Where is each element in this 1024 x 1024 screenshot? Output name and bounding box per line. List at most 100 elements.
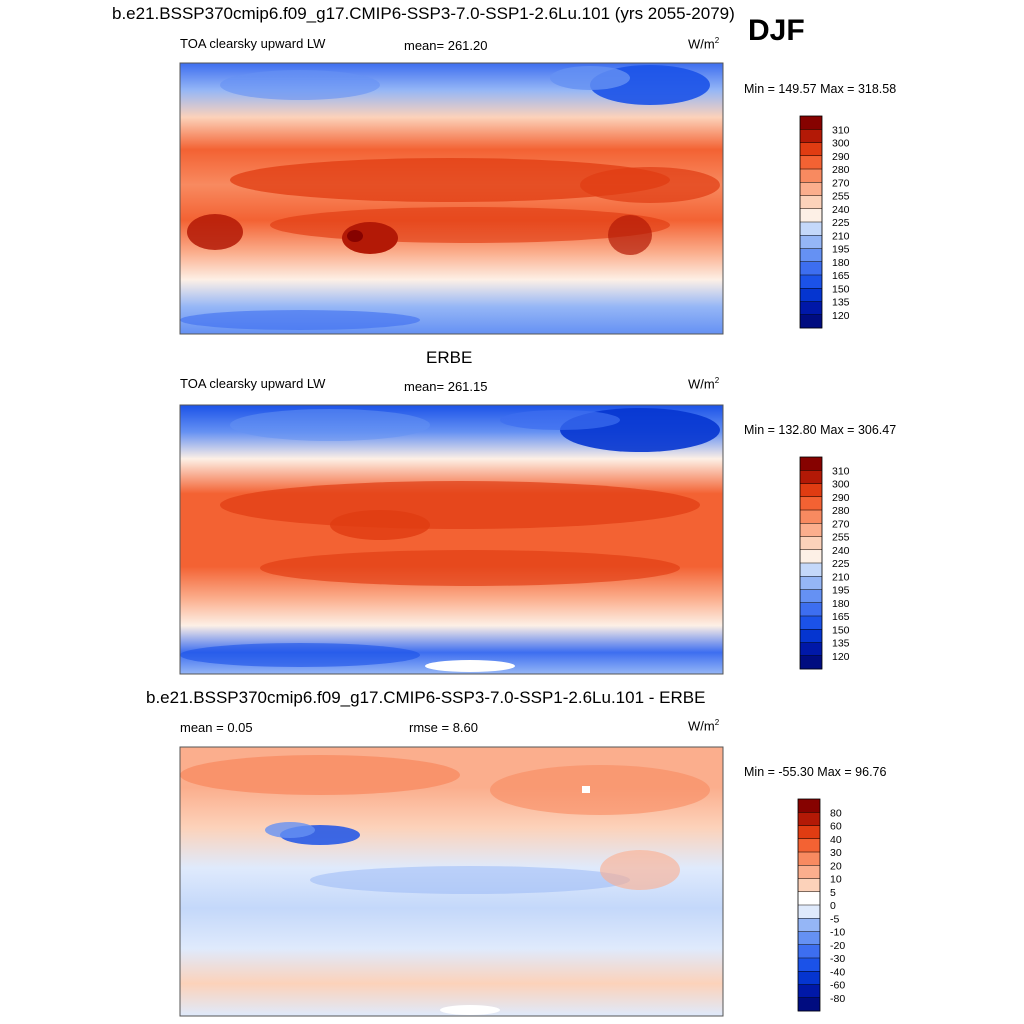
panel2-title: ERBE bbox=[426, 348, 473, 367]
colorbar-segment bbox=[800, 182, 822, 196]
colorbar-segment bbox=[800, 169, 822, 183]
colorbar-segment bbox=[798, 799, 820, 813]
colorbar-tick-label: 5 bbox=[830, 887, 836, 899]
panel3-mean: mean = 0.05 bbox=[180, 720, 253, 735]
colorbar-segment bbox=[798, 944, 820, 959]
colorbar-segment bbox=[800, 470, 822, 484]
colorbar-tick-label: 0 bbox=[830, 900, 836, 912]
colorbar-segment bbox=[800, 208, 822, 223]
colorbar-tick-label: 120 bbox=[832, 651, 850, 663]
colorbar-segment bbox=[800, 235, 822, 249]
colorbar-1: 1201351501651801952102252402552702802903… bbox=[799, 115, 850, 329]
colorbar-tick-label: -80 bbox=[830, 993, 845, 1005]
colorbar-segment bbox=[800, 563, 822, 577]
colorbar-segment bbox=[798, 958, 820, 972]
colorbar-segment bbox=[800, 523, 822, 537]
colorbar-segment bbox=[800, 155, 822, 170]
colorbar-segment bbox=[798, 838, 820, 853]
panel3-rmse: rmse = 8.60 bbox=[409, 720, 479, 735]
colorbar-tick-label: 150 bbox=[832, 283, 850, 295]
colorbar-segment bbox=[798, 812, 820, 826]
colorbar-segment bbox=[800, 536, 822, 551]
colorbar-segment bbox=[800, 496, 822, 511]
panel3-units: W/m2 bbox=[688, 718, 720, 734]
colorbar-tick-label: -60 bbox=[830, 980, 845, 992]
panel1-minmax: Min = 149.57 Max = 318.58 bbox=[744, 82, 897, 96]
colorbar-tick-label: 300 bbox=[832, 138, 850, 150]
colorbar-tick-label: 165 bbox=[832, 611, 850, 623]
colorbar-segment bbox=[800, 142, 822, 157]
colorbar-segment bbox=[800, 301, 822, 316]
colorbar-segment bbox=[800, 642, 822, 657]
colorbar-segment bbox=[800, 549, 822, 564]
map3 bbox=[179, 746, 724, 1017]
colorbar-tick-label: 30 bbox=[830, 847, 842, 859]
colorbar-segment bbox=[798, 825, 820, 840]
panel2-units: W/m2 bbox=[688, 376, 720, 392]
colorbar-segment bbox=[798, 971, 820, 985]
panel2-mean: mean= 261.15 bbox=[404, 379, 488, 394]
colorbar-tick-label: -30 bbox=[830, 953, 845, 965]
colorbar-tick-label: 310 bbox=[832, 124, 850, 136]
colorbar-tick-label: 60 bbox=[830, 821, 842, 833]
colorbar-tick-label: 195 bbox=[832, 585, 850, 597]
colorbar-tick-label: 225 bbox=[832, 217, 850, 229]
colorbar-segment bbox=[800, 510, 822, 524]
colorbar-tick-label: -40 bbox=[830, 966, 845, 978]
colorbar-segment bbox=[800, 248, 822, 263]
colorbar-segment bbox=[798, 931, 820, 946]
colorbar-segment bbox=[800, 457, 822, 471]
colorbar-tick-label: 180 bbox=[832, 598, 850, 610]
colorbar-segment bbox=[798, 997, 820, 1012]
panel1-variable: TOA clearsky upward LW bbox=[180, 36, 326, 51]
colorbar-tick-label: 255 bbox=[832, 191, 850, 203]
colorbar-segment bbox=[798, 984, 820, 999]
colorbar-segment bbox=[800, 288, 822, 302]
colorbar-tick-label: -20 bbox=[830, 940, 845, 952]
colorbar-tick-label: 180 bbox=[832, 257, 850, 269]
colorbar-segment bbox=[798, 918, 820, 932]
colorbar-tick-label: 280 bbox=[832, 164, 850, 176]
colorbar-segment bbox=[800, 483, 822, 498]
colorbar-tick-label: 135 bbox=[832, 638, 850, 650]
colorbar-tick-label: 240 bbox=[832, 545, 850, 557]
colorbar-segment bbox=[800, 261, 822, 276]
colorbar-tick-label: 255 bbox=[832, 532, 850, 544]
colorbar-segment bbox=[798, 905, 820, 919]
map2 bbox=[179, 404, 724, 675]
colorbar-segment bbox=[798, 878, 820, 893]
colorbar-segment bbox=[800, 129, 822, 143]
colorbar-tick-label: 210 bbox=[832, 571, 850, 583]
colorbar-tick-label: 290 bbox=[832, 151, 850, 163]
colorbar-tick-label: 240 bbox=[832, 204, 850, 216]
colorbar-tick-label: 300 bbox=[832, 479, 850, 491]
season-label: DJF bbox=[748, 14, 805, 47]
colorbar-segment bbox=[800, 576, 822, 590]
colorbar-tick-label: 120 bbox=[832, 310, 850, 322]
colorbar-segment bbox=[800, 195, 822, 210]
colorbar-2: 1201351501651801952102252402552702802903… bbox=[799, 456, 850, 670]
colorbar-tick-label: 280 bbox=[832, 505, 850, 517]
colorbar-tick-label: 10 bbox=[830, 874, 842, 886]
panel3-title: b.e21.BSSP370cmip6.f09_g17.CMIP6-SSP3-7.… bbox=[146, 688, 706, 707]
colorbar-tick-label: 210 bbox=[832, 230, 850, 242]
panel1-mean: mean= 261.20 bbox=[404, 38, 488, 53]
colorbar-tick-label: -10 bbox=[830, 927, 845, 939]
panel2-minmax: Min = 132.80 Max = 306.47 bbox=[744, 423, 897, 437]
colorbar-segment bbox=[800, 616, 822, 630]
colorbar-tick-label: 165 bbox=[832, 270, 850, 282]
colorbar-tick-label: 80 bbox=[830, 807, 842, 819]
colorbar-tick-label: 310 bbox=[832, 465, 850, 477]
colorbar-tick-label: 290 bbox=[832, 492, 850, 504]
colorbar-segment bbox=[800, 314, 822, 329]
page-title: b.e21.BSSP370cmip6.f09_g17.CMIP6-SSP3-7.… bbox=[112, 4, 735, 23]
colorbar-tick-label: 195 bbox=[832, 244, 850, 256]
colorbar-tick-label: 270 bbox=[832, 177, 850, 189]
colorbar-segment bbox=[798, 891, 820, 906]
colorbar-segment bbox=[798, 865, 820, 879]
colorbar-segment bbox=[800, 589, 822, 604]
map1 bbox=[179, 62, 724, 335]
colorbar-tick-label: -5 bbox=[830, 913, 839, 925]
